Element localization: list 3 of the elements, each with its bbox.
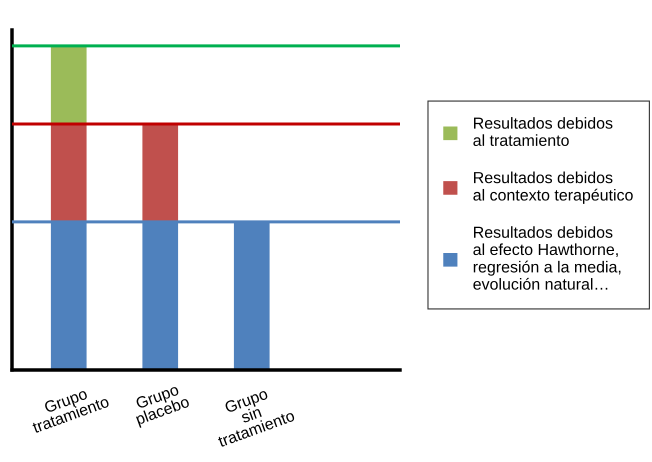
- legend-label: Resultados debidos al tratamiento: [473, 117, 612, 146]
- legend-label: Resultados debidos al contexto terapéutico: [473, 172, 633, 204]
- legend-label: Resultados debidos al efecto Hawthorne, regresión a la media, evolución natural…: [473, 226, 620, 290]
